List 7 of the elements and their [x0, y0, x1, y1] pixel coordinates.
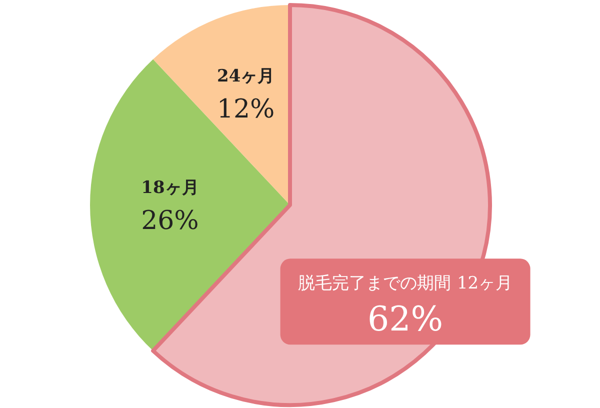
data-label: 26%: [141, 206, 199, 236]
data-label: 12%: [216, 94, 275, 124]
slice-label: 12ヶ月: [456, 274, 513, 294]
slice-label: 18ヶ月: [141, 178, 199, 198]
text: 脱毛完了までの期間: [298, 274, 451, 294]
data-label: 62%: [368, 300, 444, 340]
slice-label: 24ヶ月: [216, 66, 275, 86]
